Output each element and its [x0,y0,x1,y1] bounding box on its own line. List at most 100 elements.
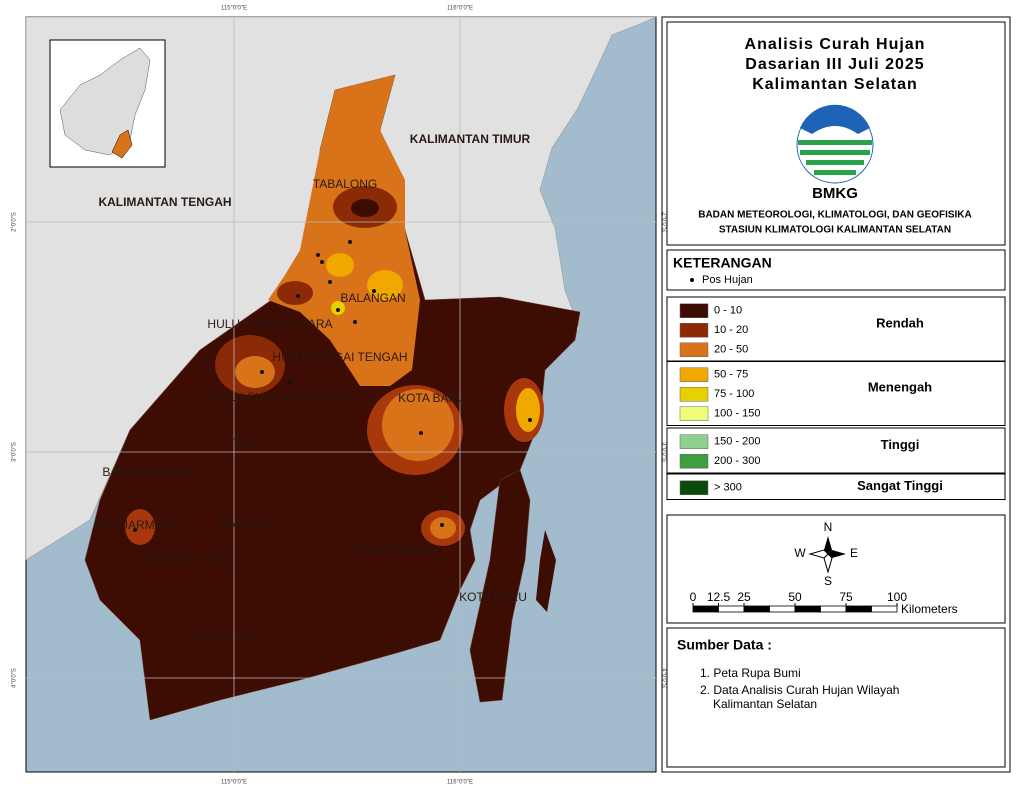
inset [49,39,166,168]
region-label: KOTA BARU [459,590,527,604]
legend-group-box [666,360,1006,426]
legend-point-label: Pos Hujan [702,274,753,286]
graticule-label: 3°0'0"S [12,442,18,462]
legend-class-label: 0 - 10 [714,305,742,317]
rain-zone [277,281,313,305]
region-label: KOTA BARU [398,391,466,405]
legend-group-name: Menengah [868,380,932,395]
source-item: Kalimantan Selatan [713,697,817,711]
scale-segment [794,605,821,613]
inset-island [59,47,151,156]
region-label: KALIMANTAN TENGAH [98,195,231,209]
station-symbol [690,278,694,282]
compass-letter: S [824,574,832,588]
region-label: TANAH LAUT [191,629,265,643]
graticule-label: 115°0'0"E [221,780,247,786]
scale-segment [769,605,796,613]
source-item: 2. Data Analisis Curah Hujan Wilayah [700,683,899,697]
legend-swatch [679,323,709,338]
scale-segment [871,605,898,613]
legend-class-label: 100 - 150 [714,408,760,420]
legend-class-label: 50 - 75 [714,369,748,381]
map-frame [25,16,657,773]
agency-name: BADAN METEOROLOGI, KLIMATOLOGI, DAN GEOF… [698,210,972,221]
region-label: KALIMANTAN TIMUR [410,132,531,146]
graticule-label: 2°0'0"S [12,212,18,232]
graticule-label: 4°0'0"S [12,668,18,688]
legend-swatch [679,434,709,449]
legend-class-label: > 300 [714,482,742,494]
legend-class-label: 75 - 100 [714,388,754,400]
region-label: HULU SUNGAI SELATAN [211,390,349,404]
scale-tick-label: 0 [690,590,697,604]
compass-letter: E [850,546,858,560]
map-title: Dasarian III Juli 2025 [745,56,924,73]
title-box [666,21,1006,246]
scale-tick-label: 50 [788,590,802,604]
rain-zone [268,75,420,386]
region-label: BANJAR [219,516,267,530]
legend-class-label: 150 - 200 [714,436,760,448]
scale-segment [743,605,770,613]
scale-unit: Kilometers [901,602,958,616]
rain-zone [351,199,379,217]
legend-group-name: Sangat Tinggi [857,478,943,493]
rain-zone [430,517,456,539]
map-title: Analisis Curah Hujan [745,36,926,53]
island [536,530,556,612]
legend-group-box [666,427,1006,474]
compass-letter: W [794,546,806,560]
graticule-label: 2°0'0"S [660,212,666,232]
source-item: 1. Peta Rupa Bumi [700,666,801,680]
rain-zone [516,388,540,432]
scale-segment [845,605,872,613]
region-label: BANJAR BARU [146,552,230,566]
island [469,469,531,703]
legend-title: KETERANGAN [673,255,772,271]
map-title: Kalimantan Selatan [752,76,918,93]
region-label: TABALONG [313,177,377,191]
region-label: HULU SUNGAI TENGAH [272,350,407,364]
source-box [666,627,1006,768]
legend-group-name: Tinggi [881,437,920,452]
scale-segment [820,605,847,613]
graticule-label: 116°0'0"E [447,6,473,12]
scale-tick-label: 12.5 [707,590,731,604]
legend-head-box [666,249,1006,291]
region-label: TAPIN [228,436,262,450]
region-label: BANJARMASIN [97,518,182,532]
region-label: HULU SUNGAI UTARA [207,317,332,331]
rain-zone [326,253,354,277]
graticule [26,17,656,772]
scale-tick-label: 100 [887,590,907,604]
legend-swatch [679,480,709,495]
rain-zone [367,270,403,300]
legend-class-label: 200 - 300 [714,455,760,467]
rain-zone [125,509,155,545]
agency-name: STASIUN KLIMATOLOGI KALIMANTAN SELATAN [719,225,951,236]
rain-zone [382,389,454,461]
region-label: TANAH BUMBU [352,543,438,557]
graticule-label: 4°0'0"S [660,668,666,688]
scale-tick-label: 25 [737,590,751,604]
legend-swatch [679,406,709,421]
graticule-label: 115°0'0"E [221,6,247,12]
region-label: BARITO KUALA [102,465,189,479]
source-title: Sumber Data : [677,637,772,653]
graticule-label: 3°0'0"S [660,442,666,462]
scale-segment [692,605,719,613]
compass-rose [808,536,846,574]
scale-tick-label: 75 [839,590,853,604]
legend-swatch [679,387,709,402]
compass-box [666,514,1006,624]
legend-swatch [679,454,709,469]
legend-group-box [666,473,1006,500]
legend-class-label: 20 - 50 [714,344,748,356]
rain-zone [235,356,275,388]
compass-letter: N [824,520,833,534]
stations [133,240,532,532]
side-panel [661,16,1011,773]
bmkg-logo [796,104,874,184]
